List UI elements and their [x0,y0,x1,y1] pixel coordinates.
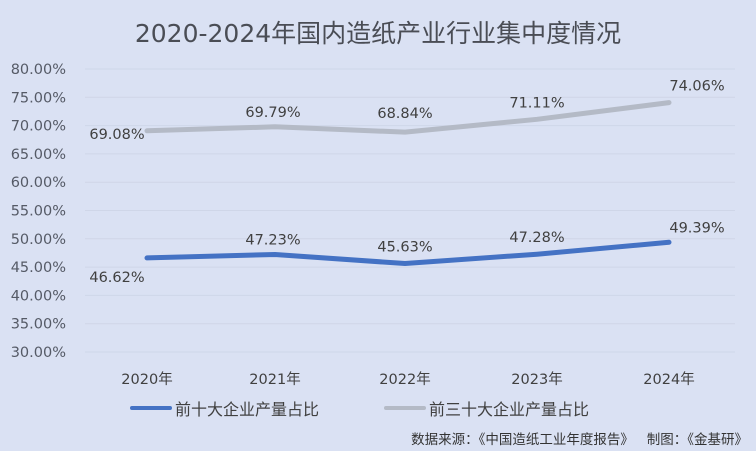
x-tick-label: 2020年 [121,371,172,388]
y-tick-label: 50.00% [11,232,66,248]
y-tick-label: 35.00% [11,317,66,333]
data-label: 68.84% [377,106,432,122]
x-axis-ticks: 2020年 2021年 2022年 2023年 2024年 [121,371,694,388]
y-tick-label: 30.00% [11,345,66,361]
y-tick-label: 40.00% [11,288,66,304]
x-tick-label: 2021年 [249,371,300,388]
data-label: 47.28% [509,230,564,246]
y-tick-label: 65.00% [11,147,66,163]
series-line-1[interactable] [144,100,672,135]
data-labels: 46.62% 47.23% 45.63% 47.28% 49.39% 69.08% 69.7… [89,79,724,286]
legend: 前十大企业产量占比 前三十大企业产量占比 [0,396,756,422]
legend-swatch-top10 [130,406,172,410]
y-tick-label: 75.00% [11,90,66,106]
series-line-0[interactable] [144,239,672,267]
y-tick-label: 60.00% [11,175,66,191]
legend-label-top10: 前十大企业产量占比 [175,400,320,419]
legend-swatch-top30 [384,406,426,410]
x-tick-label: 2024年 [643,371,694,388]
data-label: 45.63% [377,240,432,256]
chart-title: 2020-2024年国内造纸产业行业集中度情况 [134,19,622,48]
data-label: 46.62% [89,270,144,286]
gridlines [85,68,735,353]
y-tick-label: 70.00% [11,119,66,135]
data-label: 74.06% [669,79,724,95]
source-note: 数据来源：《中国造纸工业年度报告》 制图：《金基研》 [411,432,748,448]
data-label: 69.79% [245,105,300,121]
y-axis-ticks: 80.00% 75.00% 70.00% 65.00% 60.00% 55.00% 50.0… [11,62,66,361]
legend-item-top10[interactable]: 前十大企业产量占比 [130,396,319,420]
x-tick-label: 2023年 [511,371,562,388]
data-label: 69.08% [89,127,144,143]
y-tick-label: 55.00% [11,204,66,220]
y-tick-label: 80.00% [11,62,66,78]
legend-label-top30: 前三十大企业产量占比 [429,400,590,419]
data-label: 47.23% [245,232,300,248]
legend-item-top30[interactable]: 前三十大企业产量占比 [384,396,589,420]
y-tick-label: 45.00% [11,260,66,276]
data-label: 49.39% [669,220,724,236]
data-label: 71.11% [509,95,564,111]
series-lines [144,100,672,267]
x-tick-label: 2022年 [379,371,430,388]
